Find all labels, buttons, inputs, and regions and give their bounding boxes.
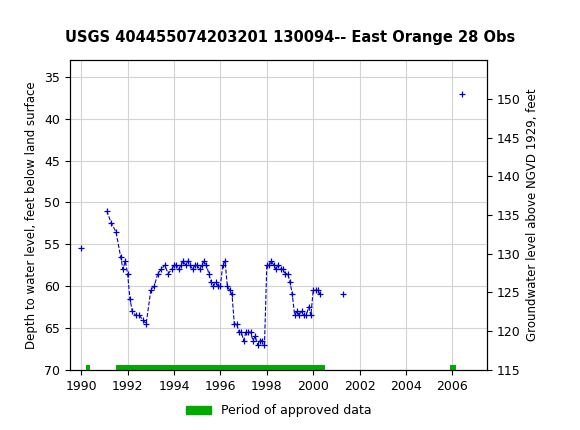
Text: ❖USGS: ❖USGS bbox=[9, 10, 80, 28]
Bar bbox=[450, 365, 456, 370]
Y-axis label: Groundwater level above NGVD 1929, feet: Groundwater level above NGVD 1929, feet bbox=[527, 89, 539, 341]
Legend: Period of approved data: Period of approved data bbox=[180, 399, 376, 422]
Bar bbox=[86, 365, 90, 370]
Text: USGS 404455074203201 130094-- East Orange 28 Obs: USGS 404455074203201 130094-- East Orang… bbox=[65, 30, 515, 45]
Y-axis label: Depth to water level, feet below land surface: Depth to water level, feet below land su… bbox=[26, 81, 38, 349]
Bar bbox=[116, 365, 325, 370]
